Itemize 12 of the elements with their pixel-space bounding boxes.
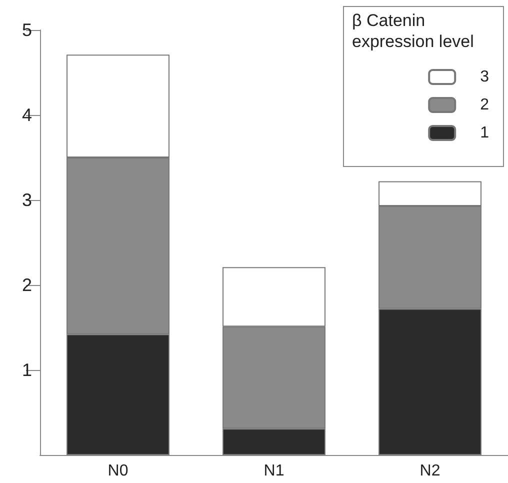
x-tick-label: N2: [420, 462, 440, 480]
legend-label: 1: [480, 124, 490, 142]
y-tick-label: 2: [22, 275, 32, 295]
x-tick-label: N1: [264, 462, 284, 480]
y-tick-label: 4: [22, 105, 32, 125]
legend-label: 3: [480, 68, 490, 86]
legend-label: 2: [480, 96, 490, 114]
y-tick-label: 5: [22, 20, 32, 40]
legend-title: β Catenin expression level: [352, 11, 474, 51]
y-tick-label: 3: [22, 190, 32, 210]
x-tick-label: N0: [108, 462, 128, 480]
y-tick-label: 1: [22, 360, 32, 380]
